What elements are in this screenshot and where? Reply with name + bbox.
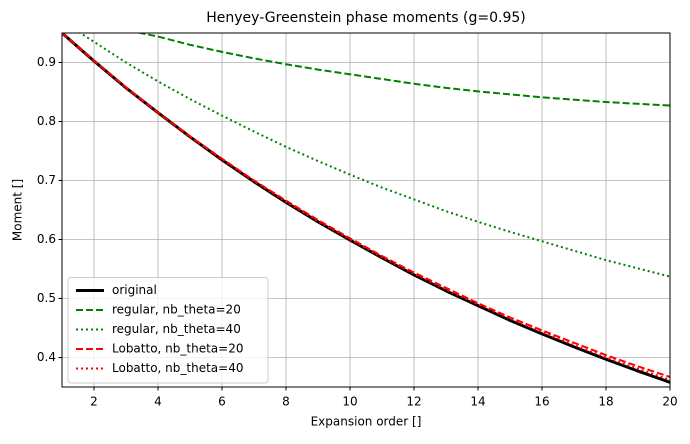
legend: original regular, nb_theta=20 regular, nb_… <box>67 277 269 384</box>
x-tick-label: 6 <box>218 395 226 409</box>
x-tick-label: 8 <box>282 395 290 409</box>
y-tick-label: 0.9 <box>37 55 56 69</box>
legend-label: Lobatto, nb_theta=40 <box>112 361 243 375</box>
series-line <box>62 33 670 381</box>
plot-frame <box>61 32 671 388</box>
legend-label: regular, nb_theta=20 <box>112 303 241 317</box>
legend-label: original <box>112 283 157 297</box>
legend-label: regular, nb_theta=40 <box>112 322 241 336</box>
x-axis-label: Expansion order [] <box>311 415 422 429</box>
series-line <box>135 33 670 107</box>
y-tick-label: 0.4 <box>37 350 56 364</box>
y-axis-label: Moment [] <box>11 179 25 241</box>
y-tick-label: 0.8 <box>37 114 56 128</box>
legend-box <box>67 277 269 384</box>
x-tick-label: 12 <box>406 395 421 409</box>
y-tick-label: 0.5 <box>37 291 56 305</box>
y-tick-label: 0.7 <box>37 173 56 187</box>
x-tick-label: 4 <box>154 395 162 409</box>
x-tick-label: 16 <box>534 395 549 409</box>
x-tick-label: 2 <box>90 395 98 409</box>
x-tick-label: 14 <box>470 395 485 409</box>
chart-title: Henyey-Greenstein phase moments (g=0.95) <box>206 10 526 26</box>
y-tick-label: 0.6 <box>37 232 56 246</box>
x-tick-label: 10 <box>342 395 357 409</box>
legend-label: Lobatto, nb_theta=20 <box>112 342 243 356</box>
x-tick-label: 20 <box>662 395 677 409</box>
series-line <box>78 33 670 278</box>
plot-lines <box>62 33 670 384</box>
x-tick-label: 18 <box>598 395 613 409</box>
